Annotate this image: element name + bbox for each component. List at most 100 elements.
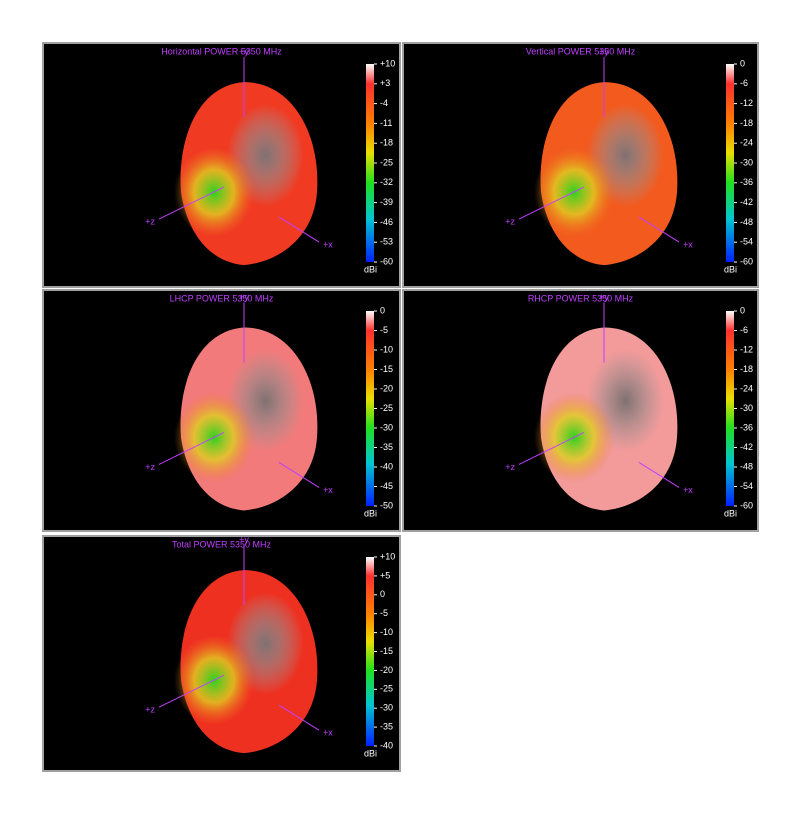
colorbar-tick-label: -11: [380, 118, 392, 128]
colorbar-tick-label: -48: [740, 461, 753, 471]
plot: +y +z +x Total POWER 5350 MHz +10 +5 0 -5 -10 -15…: [145, 535, 395, 759]
axis-label: +y: [599, 46, 609, 56]
colorbar-tick-label: -53: [380, 237, 393, 247]
axis-label: +x: [323, 728, 333, 738]
plot: +y +z +x Vertical POWER 5350 MHz 0 -6 -12 -18 -2…: [505, 46, 753, 274]
colorbar-tick-label: -40: [380, 740, 393, 750]
colorbar-tick-label: -10: [380, 627, 393, 637]
colorbar-tick-label: -25: [380, 684, 393, 694]
colorbar-tick-label: -20: [380, 383, 393, 393]
colorbar-label: dBi: [364, 748, 377, 758]
colorbar-tick-label: 0: [740, 305, 745, 315]
colorbar-tick-label: -5: [380, 325, 388, 335]
axis-x: [638, 462, 680, 488]
colorbar-tick-label: +3: [380, 78, 390, 88]
axis-z: [158, 674, 225, 708]
colorbar-tick-label: -39: [380, 197, 393, 207]
colorbar-tick-label: -10: [380, 344, 393, 354]
colorbar-tick-label: -12: [740, 344, 753, 354]
panel-title: RHCP POWER 5350 MHz: [528, 293, 634, 303]
plot: +y +z +x Horizontal POWER 5350 MHz +10 +3 -4 -1…: [145, 46, 395, 274]
colorbar-tick-label: -18: [740, 118, 753, 128]
colorbar-tick-label: -60: [740, 500, 753, 510]
colorbar-tick-label: 0: [380, 589, 385, 599]
panel-title: Horizontal POWER 5350 MHz: [161, 46, 282, 56]
colorbar-tick-label: -6: [740, 78, 748, 88]
colorbar-tick-label: +10: [380, 551, 395, 561]
plot-panel: +y +z +x Horizontal POWER 5350 MHz +10 +3 -4 -1…: [42, 42, 401, 288]
colorbar-tick-label: -24: [740, 383, 753, 393]
axis-x: [278, 216, 320, 243]
colorbar-tick-label: -15: [380, 364, 393, 374]
colorbar-label: dBi: [364, 264, 377, 274]
colorbar-tick-label: -42: [740, 197, 753, 207]
colorbar: [366, 557, 374, 746]
colorbar-tick-label: +10: [380, 58, 395, 68]
colorbar-tick-label: -42: [740, 442, 753, 452]
colorbar-tick-label: -36: [740, 177, 753, 187]
colorbar-tick-label: 0: [380, 305, 385, 315]
colorbar-tick-label: -15: [380, 646, 393, 656]
colorbar: [726, 311, 734, 506]
plot-panel: +y +z +x LHCP POWER 5350 MHz 0 -5 -10 -15 -20 -25…: [42, 289, 401, 532]
colorbar: [726, 64, 734, 262]
colorbar: [366, 311, 374, 506]
axis-label: +y: [599, 292, 609, 302]
colorbar-tick-label: +5: [380, 570, 390, 580]
colorbar-tick-label: -40: [380, 461, 393, 471]
axis-z: [518, 186, 585, 220]
colorbar-tick-label: -46: [380, 217, 393, 227]
axis-x: [638, 216, 680, 243]
plot-panel: +y +z +x RHCP POWER 5350 MHz 0 -6 -12 -18 -24 -30…: [402, 289, 759, 532]
colorbar-tick-label: -35: [380, 721, 393, 731]
colorbar-tick-label: -60: [740, 256, 753, 266]
plot-panel: +y +z +x Total POWER 5350 MHz +10 +5 0 -5 -10 -15…: [42, 535, 401, 772]
colorbar-tick-label: -20: [380, 665, 393, 675]
colorbar-label: dBi: [724, 264, 737, 274]
axis-label: +z: [145, 216, 155, 226]
axis-label: +y: [239, 537, 249, 545]
colorbar-tick-label: 0: [740, 58, 745, 68]
colorbar-tick-label: -36: [740, 422, 753, 432]
colorbar-tick-label: -45: [380, 481, 393, 491]
colorbar-tick-label: -30: [380, 422, 393, 432]
axis-label: +x: [683, 485, 693, 495]
colorbar-tick-label: -24: [740, 138, 753, 148]
axis-label: +z: [145, 705, 155, 715]
colorbar-tick-label: -60: [380, 256, 393, 266]
colorbar-tick-label: -12: [740, 98, 753, 108]
axis-label: +z: [505, 462, 515, 472]
axis-z: [158, 432, 225, 465]
colorbar-label: dBi: [364, 508, 377, 518]
colorbar-tick-label: -4: [380, 98, 388, 108]
colorbar-tick-label: -32: [380, 177, 393, 187]
colorbar-tick-label: -30: [740, 403, 753, 413]
plot: +y +z +x RHCP POWER 5350 MHz 0 -6 -12 -18 -24 -30…: [505, 292, 753, 519]
axis-z: [518, 432, 585, 465]
axis-x: [278, 462, 320, 488]
colorbar-tick-label: -30: [380, 703, 393, 713]
colorbar-tick-label: -35: [380, 442, 393, 452]
colorbar-tick-label: -50: [380, 500, 393, 510]
axis-label: +x: [323, 239, 333, 249]
axis-label: +x: [323, 485, 333, 495]
plot-panel: +y +z +x Vertical POWER 5350 MHz 0 -6 -12 -18 -2…: [402, 42, 759, 288]
axis-label: +y: [239, 46, 249, 56]
colorbar-tick-label: -48: [740, 217, 753, 227]
colorbar-tick-label: -18: [380, 138, 393, 148]
colorbar-tick-label: -54: [740, 237, 753, 247]
plot: +y +z +x LHCP POWER 5350 MHz 0 -5 -10 -15 -20 -25…: [145, 292, 393, 519]
colorbar-tick-label: -6: [740, 325, 748, 335]
axis-label: +x: [683, 239, 693, 249]
colorbar-tick-label: -5: [380, 608, 388, 618]
colorbar: [366, 64, 374, 262]
axis-label: +z: [145, 462, 155, 472]
colorbar-tick-label: -54: [740, 481, 753, 491]
colorbar-tick-label: -25: [380, 403, 393, 413]
colorbar-tick-label: -18: [740, 364, 753, 374]
axis-label: +z: [505, 216, 515, 226]
colorbar-tick-label: -30: [740, 157, 753, 167]
panel-title: Vertical POWER 5350 MHz: [526, 46, 636, 56]
colorbar-tick-label: -25: [380, 157, 393, 167]
